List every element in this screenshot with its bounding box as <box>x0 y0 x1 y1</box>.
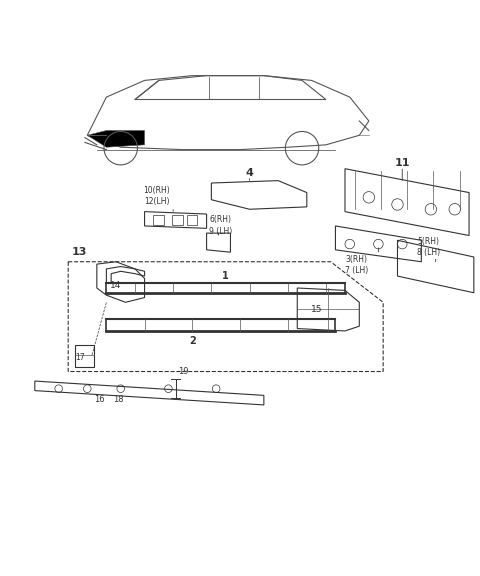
Bar <box>172 215 183 225</box>
Bar <box>153 215 164 225</box>
Text: 10(RH)
12(LH): 10(RH) 12(LH) <box>143 186 170 206</box>
Text: 18: 18 <box>113 395 124 404</box>
Text: 3(RH)
7 (LH): 3(RH) 7 (LH) <box>345 255 368 275</box>
Text: 17: 17 <box>75 353 85 362</box>
Text: 4: 4 <box>246 168 253 178</box>
Text: 15: 15 <box>311 305 322 314</box>
Text: 19: 19 <box>178 367 189 376</box>
Text: 14: 14 <box>110 281 121 290</box>
Text: 5(RH)
8 (LH): 5(RH) 8 (LH) <box>417 237 440 257</box>
Text: 16: 16 <box>94 395 105 404</box>
Text: 11: 11 <box>395 158 410 168</box>
Text: 6(RH)
9 (LH): 6(RH) 9 (LH) <box>209 215 232 236</box>
Bar <box>187 215 197 225</box>
Polygon shape <box>87 131 144 147</box>
Text: 1: 1 <box>222 271 229 281</box>
Text: 2: 2 <box>189 336 196 346</box>
Text: 13: 13 <box>72 247 87 257</box>
